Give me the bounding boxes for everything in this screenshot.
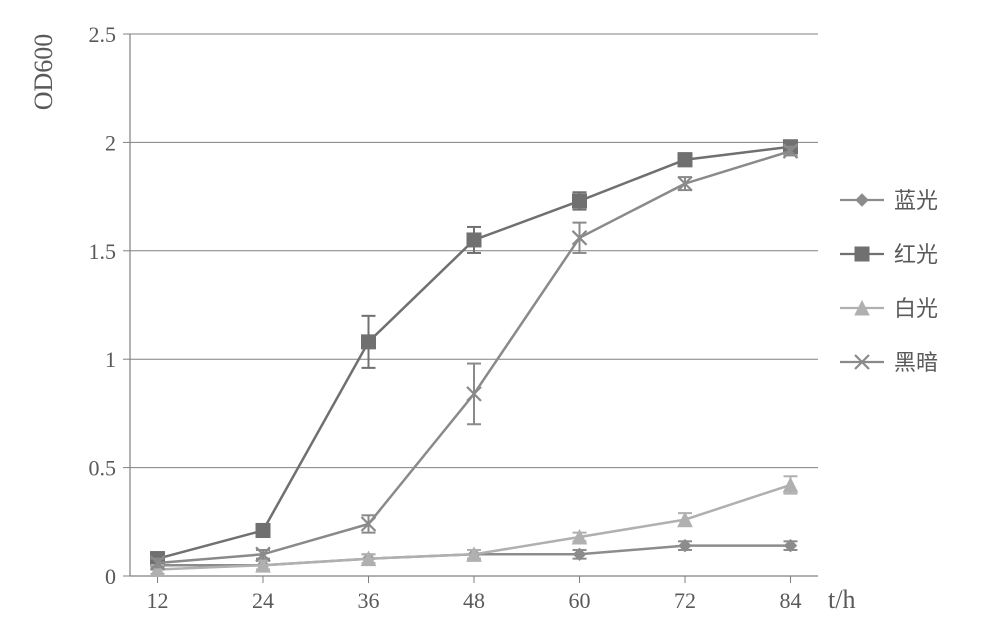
legend-label: 白光 [894,296,938,321]
y-tick-label: 0 [105,564,116,589]
x-tick-label: 36 [358,588,380,613]
y-tick-label: 1.5 [89,239,117,264]
legend-label: 黑暗 [894,350,938,375]
x-tick-label: 60 [568,588,590,613]
legend-label: 蓝光 [894,188,938,213]
y-tick-label: 2 [105,130,116,155]
x-tick-label: 24 [252,588,274,613]
y-tick-label: 0.5 [89,456,117,481]
y-tick-label: 1 [105,347,116,372]
y-axis-title: OD600 [29,34,58,111]
legend-label: 红光 [894,242,938,267]
x-tick-label: 84 [779,588,801,613]
x-tick-label: 72 [674,588,696,613]
growth-curve-chart: 0 0.5 1 1.5 2 2.5 12 24 36 48 60 72 84 OD600 t/h 蓝光红光白光… [0,0,1000,637]
y-tick-label: 2.5 [89,22,117,47]
x-tick-label: 48 [463,588,485,613]
x-axis-title: t/h [828,585,855,614]
x-tick-label: 12 [147,588,169,613]
